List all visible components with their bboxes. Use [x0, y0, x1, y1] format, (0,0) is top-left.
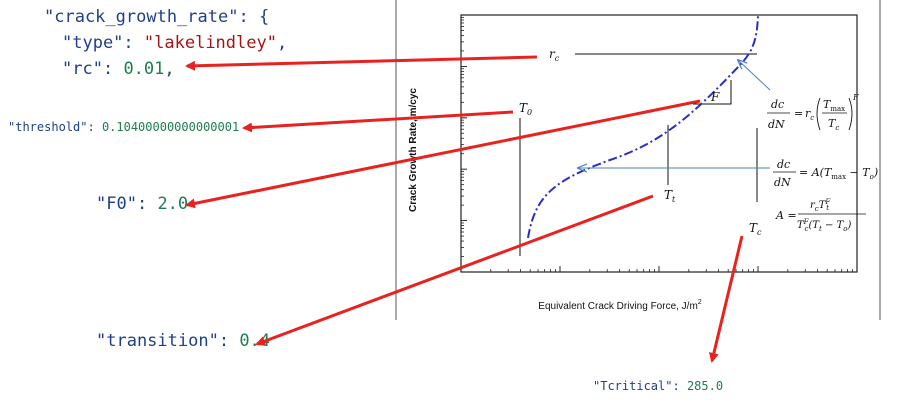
eq1-tc: Tc	[828, 117, 839, 132]
json-line-transition: "transition": 0.4	[96, 331, 270, 351]
eq1-leader-arrow	[738, 60, 771, 91]
arrow-transition	[255, 194, 654, 346]
label-rc: rc	[549, 47, 560, 63]
equation-3: A = rcTF t TF c(Tt − To)	[775, 198, 866, 233]
json-key-rc: "rc"	[62, 59, 103, 79]
label-t0: T0	[519, 101, 532, 117]
json-line-threshold: "threshold": 0.10400000000000001	[8, 120, 239, 134]
json-key-tcritical: "Tcritical"	[593, 379, 673, 393]
eq3-lhs: A =	[775, 209, 797, 222]
json-value-f0: 2.0	[157, 194, 189, 214]
json-key-threshold: "threshold"	[8, 120, 88, 134]
json-sep: :	[123, 33, 144, 53]
eq3-den: TF c(Tt − To)	[797, 218, 851, 233]
crack-growth-curve	[527, 14, 759, 239]
json-key-transition: "transition"	[96, 331, 219, 351]
eq1-rc: rc	[805, 107, 814, 122]
eq2-lhs-num: dc	[777, 158, 790, 171]
json-key-f0: "F0"	[96, 194, 137, 214]
arrow-threshold	[242, 110, 514, 133]
json-comma: ,	[276, 33, 288, 53]
json-sep: :	[672, 379, 687, 393]
slope-triangle	[693, 80, 732, 105]
json-key-type: "type"	[62, 33, 124, 53]
json-sep: :	[102, 59, 124, 79]
json-line-rc: "rc": 0.01,	[62, 59, 175, 79]
json-comma: ,	[164, 59, 175, 79]
label-tc: Tc	[749, 221, 762, 237]
json-value-threshold: 0.10400000000000001	[101, 120, 240, 134]
eq2-lhs-den: dN	[774, 176, 791, 189]
json-value-tcritical: 285.0	[686, 379, 724, 393]
json-line-tcritical: "Tcritical": 285.0	[593, 379, 723, 393]
x-axis-label: Equivalent Crack Driving Force, J/m2	[538, 299, 702, 312]
eq2-rhs: = A(Tmax − To)	[799, 166, 878, 181]
equation-2: dc dN = A(Tmax − To)	[773, 158, 878, 189]
eq1-tmax: Tmax	[823, 98, 845, 113]
eq1-equals: =	[794, 107, 803, 120]
label-f: F	[710, 90, 720, 104]
json-open-brace: : {	[238, 7, 270, 27]
arrow-tcritical	[709, 235, 744, 363]
eq1-exp: F	[852, 93, 859, 102]
json-line-f0: "F0": 2.0	[96, 194, 188, 214]
json-sep: :	[136, 194, 158, 214]
equation-1: dc dN = rc Tmax Tc F	[767, 93, 859, 132]
arrow-f0	[185, 99, 701, 209]
json-line-crack-growth-rate: "crack_growth_rate": {	[44, 7, 269, 27]
arrow-rc	[185, 55, 538, 71]
eq3-num: rcTF t	[810, 198, 831, 213]
json-value-transition: 0.4	[239, 331, 271, 351]
json-line-type: "type": "lakelindley",	[62, 33, 287, 53]
annotation-arrows	[185, 55, 744, 363]
json-value-rc: 0.01	[123, 59, 165, 79]
label-tt: Tt	[664, 188, 676, 204]
eq1-lhs-num: dc	[771, 98, 784, 111]
y-axis-label: Crack Growth Rate, m/cyc	[408, 88, 419, 212]
json-key-crack-growth-rate: "crack_growth_rate"	[44, 7, 239, 27]
eq1-lhs-den: dN	[768, 118, 785, 131]
json-sep: :	[218, 331, 240, 351]
json-value-type: "lakelindley"	[143, 33, 277, 53]
json-sep: :	[87, 120, 102, 134]
